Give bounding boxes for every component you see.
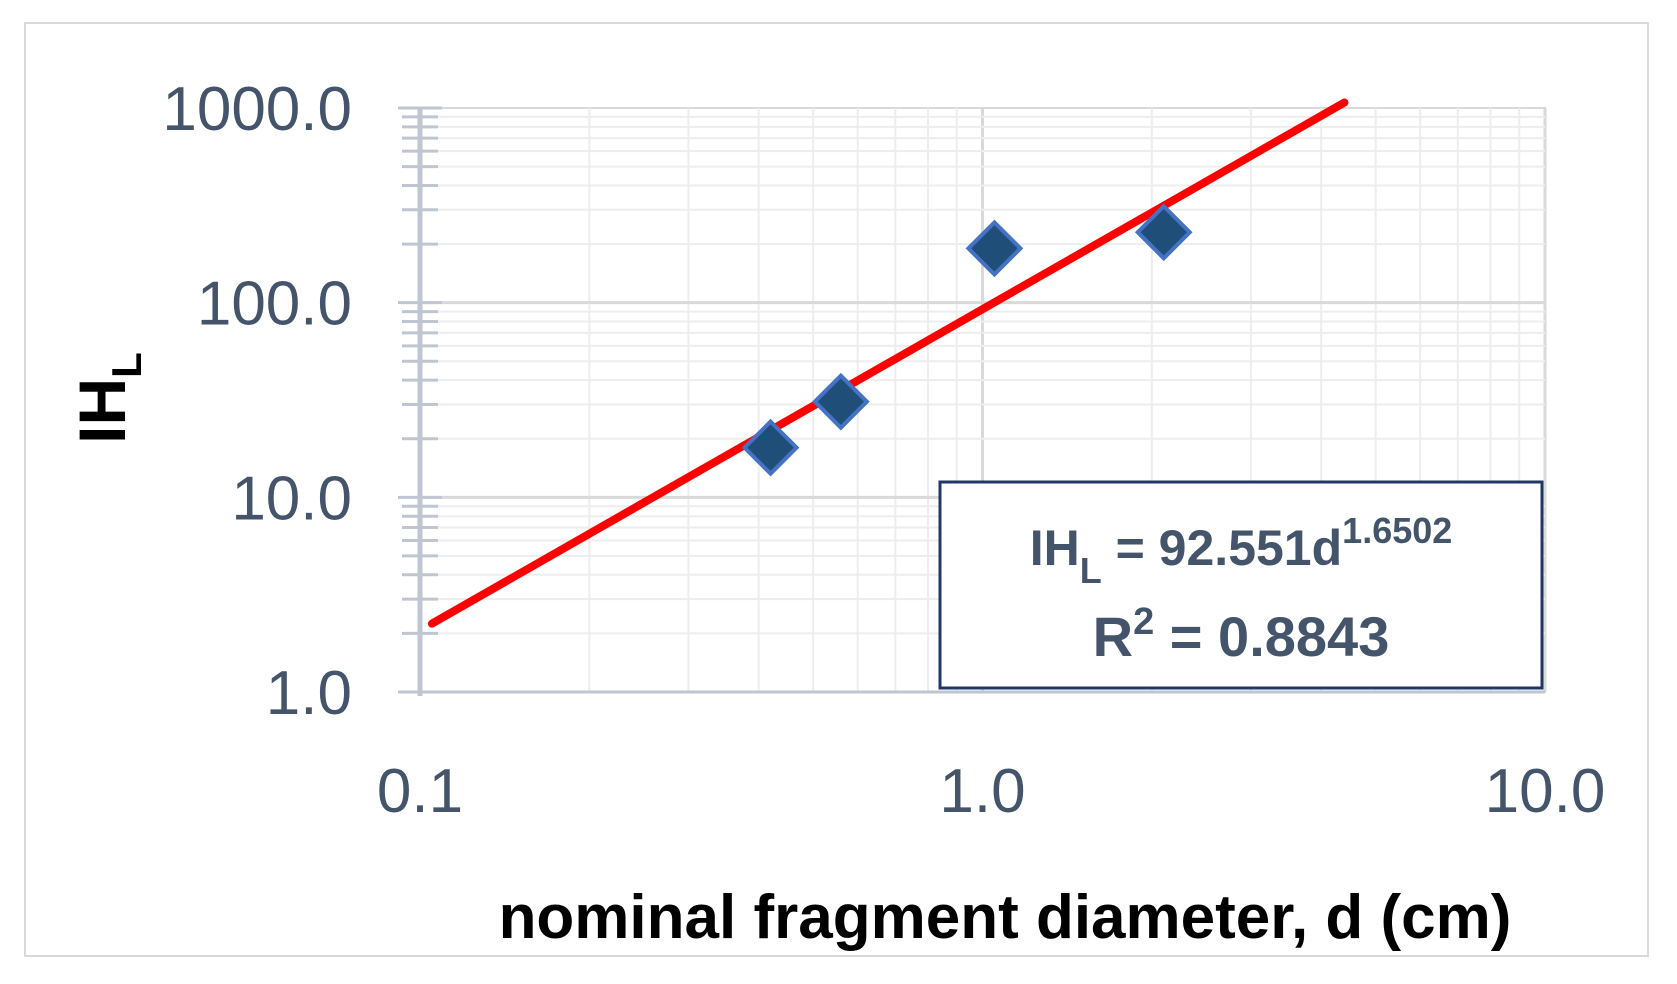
- equation-box: IHL = 92.551d1.6502 R2 = 0.8843: [938, 480, 1544, 690]
- y-tick-label: 100.0: [197, 270, 352, 339]
- trend-layer: [427, 98, 1349, 628]
- y-axis-title: IHL: [65, 352, 150, 444]
- y-tick-label: 1.0: [266, 659, 352, 728]
- data-point: [965, 219, 1024, 278]
- y-tick-label: 1000.0: [162, 75, 352, 144]
- r-squared-text: R2 = 0.8843: [1093, 601, 1390, 668]
- r-squared-value: = 0.8843: [1154, 605, 1389, 668]
- point-layer: [741, 203, 1193, 477]
- data-point: [1134, 203, 1193, 262]
- y-axis-title-sub: L: [103, 352, 150, 378]
- axis-layer: [398, 106, 1545, 696]
- data-point: [812, 372, 870, 431]
- equation-text: IHL = 92.551d1.6502: [1030, 510, 1453, 591]
- y-axis-title-main: IH: [65, 378, 139, 444]
- tick-label-layer: 1.0 10.0 100.0 1000.0 0.1 1.0 10.0: [162, 75, 1605, 826]
- r-squared-label: R: [1093, 605, 1133, 668]
- data-point: [741, 418, 800, 477]
- x-tick-label: 1.0: [939, 757, 1025, 826]
- r-squared-exponent: 2: [1133, 601, 1154, 643]
- x-tick-label: 0.1: [377, 757, 463, 826]
- equation-exponent: 1.6502: [1342, 510, 1452, 551]
- equation-main: IH: [1030, 520, 1080, 576]
- y-tick-label: 10.0: [231, 464, 352, 533]
- x-tick-label: 10.0: [1485, 757, 1606, 826]
- equation-rest: = 92.551d: [1102, 520, 1342, 576]
- equation-border: [938, 480, 1544, 690]
- trendline: [427, 98, 1349, 628]
- equation-sub: L: [1080, 550, 1102, 591]
- x-axis-title: nominal fragment diameter, d (cm): [499, 883, 1512, 952]
